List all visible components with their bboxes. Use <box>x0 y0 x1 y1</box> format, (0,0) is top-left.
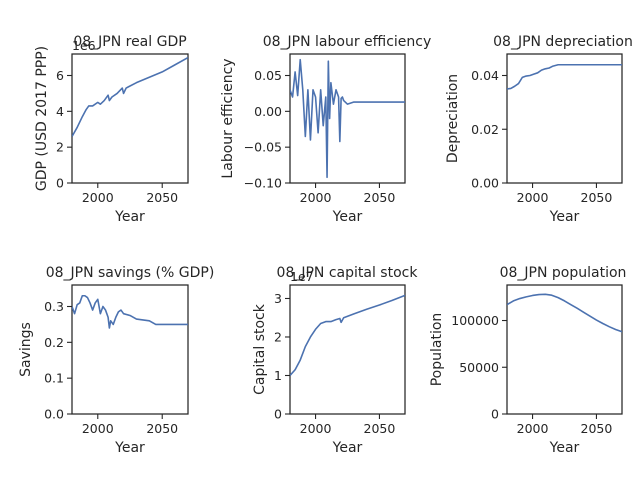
axes-frame <box>71 284 189 415</box>
y-tick-label: 50000 <box>459 360 499 375</box>
axes-frame <box>506 53 623 184</box>
x-tick-label: 2000 <box>517 421 549 436</box>
y-tick-label: 0.2 <box>44 335 64 350</box>
x-tick-label: 2000 <box>517 190 549 205</box>
x-tick-label: 2050 <box>364 190 396 205</box>
y-tick-label: −0.05 <box>244 140 282 155</box>
subplot-4: 08_JPN savings (% GDP) 2000 2050 0.0 0.1 0.2 0… <box>18 265 214 456</box>
y-tick-label: 0.0 <box>44 407 64 422</box>
y-tick-label: 0.04 <box>471 68 499 83</box>
y-tick-label: 100000 <box>451 313 499 328</box>
series-line <box>290 294 405 377</box>
axis-multiplier: 1e7 <box>290 269 314 284</box>
x-tick-label: 2000 <box>300 190 332 205</box>
series-line <box>72 294 188 329</box>
x-axis-label: Year <box>332 209 363 225</box>
series-line <box>290 58 405 179</box>
axes-frame <box>506 284 623 415</box>
y-tick-label: 0 <box>491 407 499 422</box>
x-tick-label: 2050 <box>581 421 613 436</box>
y-tick-label: 3 <box>274 291 282 306</box>
y-tick-label: 6 <box>56 68 64 83</box>
y-axis-label: Labour efficiency <box>220 58 236 178</box>
y-tick-label: 2 <box>56 140 64 155</box>
x-tick-label: 2050 <box>581 190 613 205</box>
x-axis-label: Year <box>549 209 580 225</box>
axis-multiplier: 1e6 <box>72 38 96 53</box>
y-tick-label: −0.10 <box>244 176 282 191</box>
x-tick-label: 2050 <box>146 421 178 436</box>
chart-title: 08_JPN capital stock <box>277 265 419 281</box>
y-tick-label: 2 <box>274 329 282 344</box>
x-tick-label: 2000 <box>82 421 114 436</box>
series-line <box>72 56 188 137</box>
y-tick-label: 0.05 <box>254 68 282 83</box>
y-tick-label: 0.02 <box>471 122 499 137</box>
chart-title: 08_JPN population <box>500 265 627 281</box>
x-axis-label: Year <box>332 440 363 456</box>
x-tick-label: 2000 <box>300 421 332 436</box>
x-tick-label: 2050 <box>146 190 178 205</box>
chart-title: 08_JPN depreciation <box>493 34 633 50</box>
y-tick-label: 1 <box>274 368 282 383</box>
y-tick-label: 0.00 <box>254 104 282 119</box>
subplot-2: 08_JPN labour efficiency 2000 2050 −0.10 −0.… <box>220 34 431 225</box>
series-line <box>507 293 622 333</box>
series-line <box>507 63 622 90</box>
axes-frame <box>289 53 406 184</box>
x-tick-label: 2050 <box>364 421 396 436</box>
axes-frame <box>71 53 189 184</box>
chart-title: 08_JPN savings (% GDP) <box>46 265 215 281</box>
x-tick-label: 2000 <box>82 190 114 205</box>
axes-frame <box>289 284 406 415</box>
y-axis-label: GDP (USD 2017 PPP) <box>34 46 50 191</box>
subplot-1: 08_JPN real GDP 2000 2050 0 2 4 6 Year GDP (USD … <box>34 34 189 225</box>
y-tick-label: 0 <box>56 176 64 191</box>
subplot-6: 08_JPN population 2000 2050 0 50000 100000 Yea… <box>429 265 626 456</box>
y-tick-label: 4 <box>56 104 64 119</box>
chart-title: 08_JPN real GDP <box>73 34 186 50</box>
x-axis-label: Year <box>114 440 145 456</box>
x-axis-label: Year <box>549 440 580 456</box>
y-tick-label: 0.1 <box>44 371 64 386</box>
y-tick-label: 0 <box>274 407 282 422</box>
y-axis-label: Savings <box>18 322 34 377</box>
subplot-3: 08_JPN depreciation 2000 2050 0.00 0.02 0.04 Y… <box>445 34 633 225</box>
y-axis-label: Capital stock <box>252 303 268 395</box>
y-axis-label: Depreciation <box>445 74 461 163</box>
y-axis-label: Population <box>429 313 445 387</box>
x-axis-label: Year <box>114 209 145 225</box>
y-tick-label: 0.00 <box>471 176 499 191</box>
y-tick-label: 0.3 <box>44 299 64 314</box>
subplot-5: 08_JPN capital stock 2000 2050 0 1 2 3 Year Capi… <box>252 265 418 456</box>
chart-title: 08_JPN labour efficiency <box>263 34 432 50</box>
